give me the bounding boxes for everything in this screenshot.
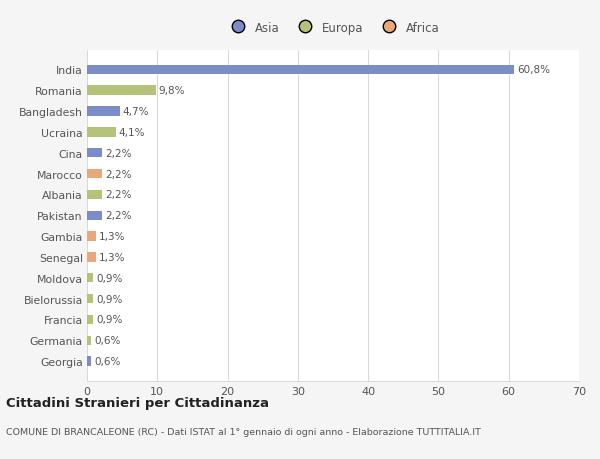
Bar [87,128,116,137]
Text: 2,2%: 2,2% [105,211,132,221]
Bar [87,190,103,200]
Bar [87,274,94,283]
Text: 0,9%: 0,9% [96,315,122,325]
Bar [87,149,103,158]
Text: 4,7%: 4,7% [123,107,149,117]
Text: Cittadini Stranieri per Cittadinanza: Cittadini Stranieri per Cittadinanza [6,396,269,409]
Text: 2,2%: 2,2% [105,148,132,158]
Bar [87,252,96,262]
Bar [87,294,94,303]
Bar [87,315,94,325]
Bar [87,357,91,366]
Text: 0,9%: 0,9% [96,273,122,283]
Bar [87,86,156,95]
Text: 9,8%: 9,8% [158,86,185,96]
Bar [87,66,514,75]
Bar [87,107,120,117]
Text: 0,6%: 0,6% [94,356,121,366]
Text: COMUNE DI BRANCALEONE (RC) - Dati ISTAT al 1° gennaio di ogni anno - Elaborazion: COMUNE DI BRANCALEONE (RC) - Dati ISTAT … [6,427,481,436]
Text: 0,6%: 0,6% [94,336,121,346]
Text: 0,9%: 0,9% [96,294,122,304]
Bar [87,169,103,179]
Text: 60,8%: 60,8% [517,65,550,75]
Text: 2,2%: 2,2% [105,169,132,179]
Text: 1,3%: 1,3% [99,231,125,241]
Text: 2,2%: 2,2% [105,190,132,200]
Bar [87,232,96,241]
Bar [87,211,103,220]
Bar [87,336,91,345]
Legend: Asia, Europa, Africa: Asia, Europa, Africa [223,18,443,38]
Text: 1,3%: 1,3% [99,252,125,262]
Text: 4,1%: 4,1% [119,128,145,138]
